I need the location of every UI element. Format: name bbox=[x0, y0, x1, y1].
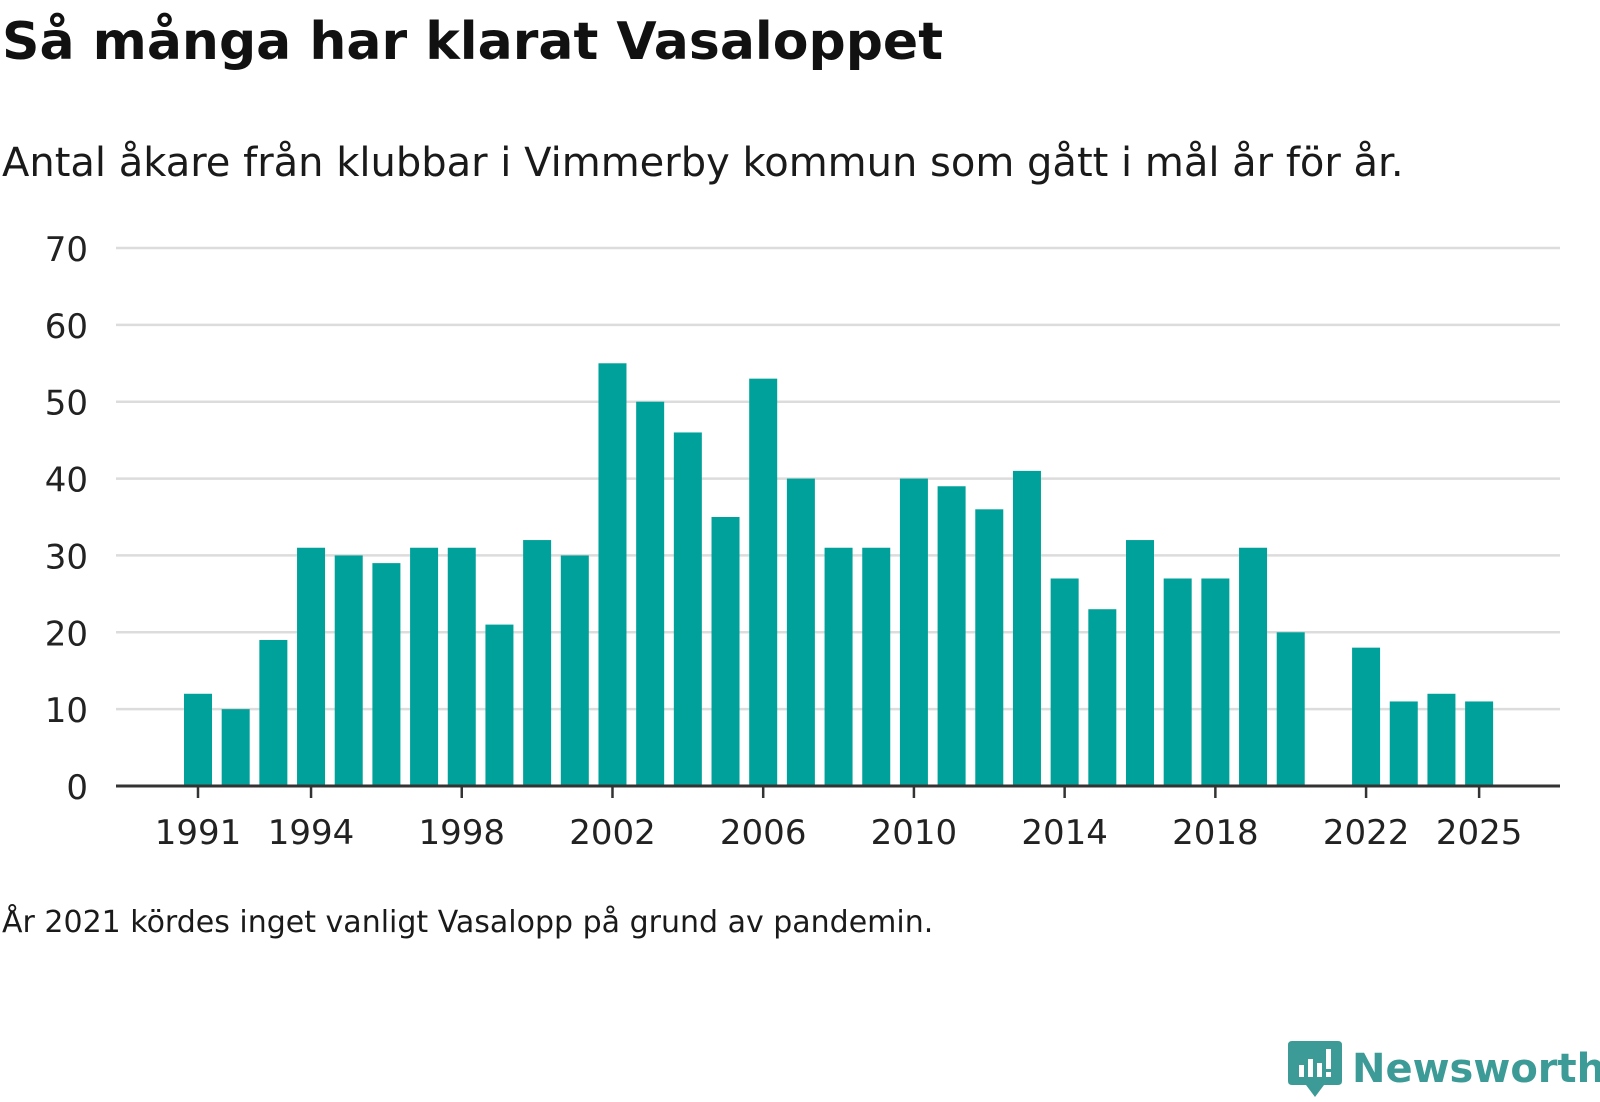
brand-name: Newsworthy bbox=[1352, 1046, 1600, 1092]
newsworthy-logo: Newsworthy bbox=[1288, 1036, 1600, 1102]
y-tick-label: 10 bbox=[45, 691, 88, 731]
y-tick-labels: 0 10 20 30 40 50 60 70 bbox=[45, 230, 88, 808]
bar-2012 bbox=[975, 509, 1004, 786]
bar-2008 bbox=[824, 547, 853, 786]
bar-1993 bbox=[259, 639, 288, 786]
newsworthy-logo-icon bbox=[1288, 1041, 1342, 1097]
bar-2000 bbox=[523, 540, 552, 786]
bar-2024 bbox=[1427, 693, 1456, 786]
x-tick-label: 1998 bbox=[418, 813, 505, 853]
bar-1997 bbox=[410, 547, 439, 786]
bar-2004 bbox=[673, 432, 702, 786]
x-tick-label: 2010 bbox=[871, 813, 958, 853]
bar-2010 bbox=[899, 478, 928, 786]
bar-2014 bbox=[1050, 578, 1079, 786]
x-tick-label: 1994 bbox=[268, 813, 355, 853]
bar-2011 bbox=[937, 486, 966, 786]
bar-1994 bbox=[297, 547, 326, 786]
chart-title: Så många har klarat Vasaloppet bbox=[2, 12, 944, 72]
y-tick-label: 20 bbox=[45, 614, 88, 654]
bar-2013 bbox=[1012, 470, 1041, 786]
chart-subtitle: Antal åkare från klubbar i Vimmerby komm… bbox=[2, 140, 1404, 186]
bar-2015 bbox=[1088, 609, 1117, 786]
x-tick-label: 1991 bbox=[155, 813, 242, 853]
footnote: År 2021 kördes inget vanligt Vasalopp på… bbox=[2, 905, 934, 940]
bar-2007 bbox=[786, 478, 815, 786]
bar-1996 bbox=[372, 563, 401, 786]
x-tick-label: 2006 bbox=[720, 813, 807, 853]
bar-2009 bbox=[862, 547, 891, 786]
bars bbox=[184, 363, 1494, 786]
x-tick-label: 2002 bbox=[569, 813, 656, 853]
y-tick-label: 40 bbox=[45, 461, 88, 501]
bar-1998 bbox=[447, 547, 476, 786]
x-tick-label: 2014 bbox=[1021, 813, 1108, 853]
bar-2001 bbox=[560, 555, 589, 786]
x-tick-labels: 1991 1994 1998 2002 2006 2010 2014 2018 2022 2025 bbox=[155, 813, 1523, 853]
bar-2016 bbox=[1126, 540, 1154, 786]
bar-2002 bbox=[598, 363, 627, 786]
bar-1995 bbox=[334, 555, 363, 786]
y-tick-label: 70 bbox=[45, 230, 88, 270]
bar-2003 bbox=[636, 401, 665, 786]
x-axis bbox=[116, 784, 1560, 798]
bar-1999 bbox=[485, 624, 514, 786]
bar-2025 bbox=[1465, 701, 1494, 786]
x-tick-label: 2022 bbox=[1323, 813, 1410, 853]
y-tick-label: 60 bbox=[45, 307, 88, 347]
x-tick-label: 2025 bbox=[1436, 813, 1523, 853]
y-tick-label: 50 bbox=[45, 384, 88, 424]
bar-2022 bbox=[1352, 647, 1381, 786]
bar-2006 bbox=[749, 378, 778, 786]
y-tick-label: 0 bbox=[66, 768, 88, 808]
bar-2005 bbox=[711, 517, 740, 786]
bar-2019 bbox=[1239, 547, 1268, 786]
bar-1992 bbox=[221, 709, 250, 786]
bar-2017 bbox=[1163, 578, 1192, 786]
bar-2020 bbox=[1276, 632, 1305, 786]
bar-2018 bbox=[1201, 578, 1230, 786]
bar-1991 bbox=[184, 693, 212, 786]
y-tick-label: 30 bbox=[45, 537, 88, 577]
bar-2023 bbox=[1389, 701, 1418, 786]
x-tick-label: 2018 bbox=[1172, 813, 1259, 853]
